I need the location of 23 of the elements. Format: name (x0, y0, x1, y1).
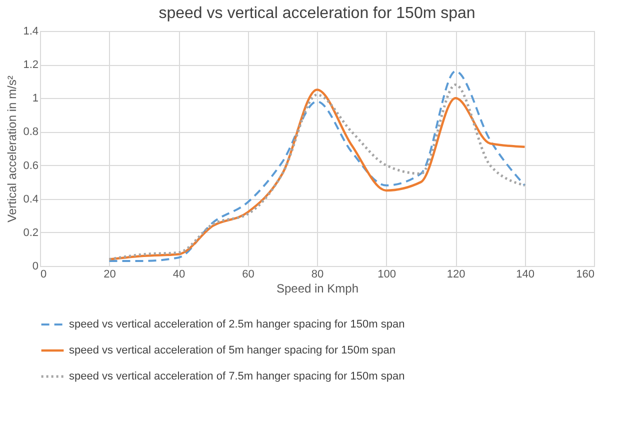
y-axis-title: Vertical acceleration in m/s² (5, 76, 20, 222)
legend-label: speed vs vertical acceleration of 7.5m hanger spacing for 150m span (69, 370, 405, 382)
x-tick-label: 0 (40, 268, 47, 280)
x-tick-label: 60 (242, 268, 254, 280)
legend-label: speed vs vertical acceleration of 2.5m hanger spacing for 150m span (69, 318, 405, 330)
y-tick-label: 0.6 (23, 160, 38, 172)
x-tick-label: 140 (516, 268, 534, 280)
x-tick-label: 160 (576, 268, 594, 280)
x-tick-label: 20 (104, 268, 116, 280)
y-tick-label: 0.4 (23, 193, 38, 206)
y-tick-label: 1 (32, 92, 38, 105)
y-tick-label: 1.4 (23, 26, 38, 38)
x-tick-label: 120 (446, 268, 466, 280)
x-tick-label: 100 (378, 268, 396, 280)
y-tick-label: 0.2 (23, 226, 38, 239)
x-tick-label: 40 (172, 268, 186, 280)
legend-label: speed vs vertical acceleration of 5m hanger spacing for 150m span (69, 344, 396, 356)
y-tick-label: 0 (32, 260, 38, 272)
chart-title: speed vs vertical acceleration for 150m span (158, 5, 476, 22)
x-tick-label: 80 (311, 268, 324, 280)
x-axis-title: Speed in Kmph (276, 282, 359, 296)
y-tick-label: 0.8 (23, 126, 38, 138)
y-tick-label: 1.2 (23, 59, 38, 72)
